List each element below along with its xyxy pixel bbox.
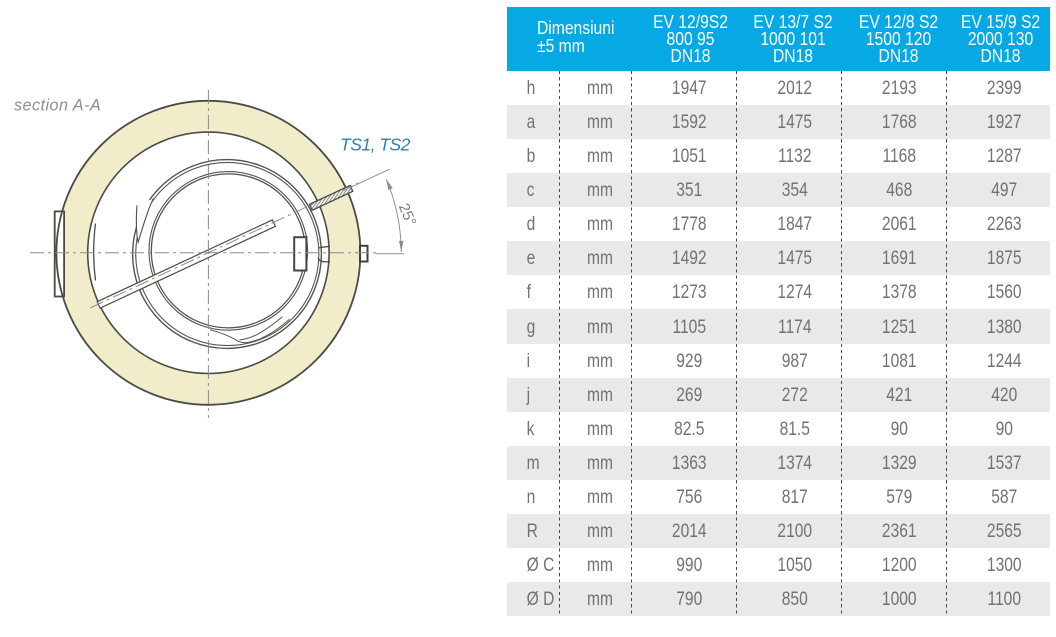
svg-text:25°: 25°	[395, 201, 420, 229]
svg-text:TS1, TS2: TS1, TS2	[340, 135, 411, 155]
svg-text:section A-A: section A-A	[14, 97, 101, 115]
